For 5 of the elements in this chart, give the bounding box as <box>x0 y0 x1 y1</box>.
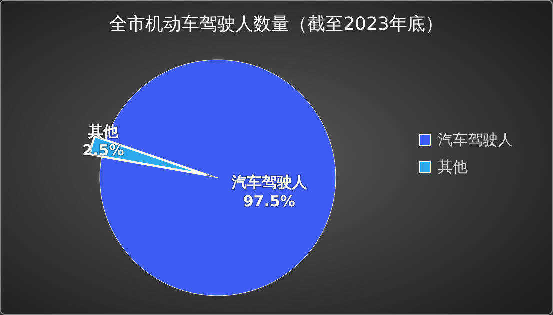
chart-title: 全市机动车驾驶人数量（截至2023年底） <box>110 14 444 35</box>
legend-label: 其他 <box>438 158 468 176</box>
legend-label: 汽车驾驶人 <box>438 131 513 149</box>
slice-label: 汽车驾驶人 <box>230 173 308 192</box>
data-label: 97.5% <box>243 192 296 210</box>
